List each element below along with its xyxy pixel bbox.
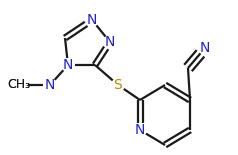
Text: CH₃: CH₃ <box>7 78 30 91</box>
Text: N: N <box>105 35 115 49</box>
Text: S: S <box>114 78 122 92</box>
Text: N: N <box>135 123 145 137</box>
Text: N: N <box>63 58 73 72</box>
Text: N: N <box>200 41 210 55</box>
Text: CH₃: CH₃ <box>7 78 30 91</box>
Text: N: N <box>45 78 55 92</box>
Text: N: N <box>87 13 97 27</box>
